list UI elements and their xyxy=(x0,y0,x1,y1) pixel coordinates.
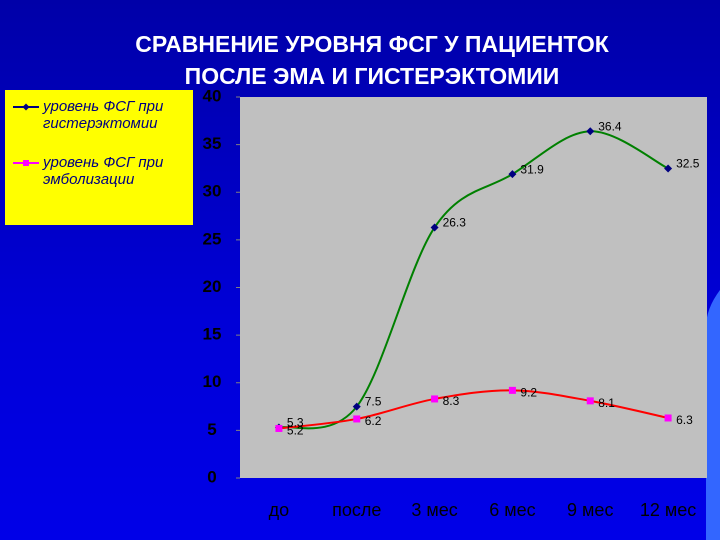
data-label: 32.5 xyxy=(676,157,700,171)
plot-area xyxy=(240,97,707,478)
legend-label: уровень ФСГ при эмболизации xyxy=(43,154,164,188)
y-tick-label: 5 xyxy=(207,420,216,439)
data-label: 9.2 xyxy=(520,386,537,400)
marker xyxy=(664,414,672,422)
y-tick-label: 0 xyxy=(207,467,216,486)
data-label: 8.1 xyxy=(598,396,615,410)
marker xyxy=(430,223,439,232)
marker xyxy=(586,397,594,405)
marker xyxy=(431,395,439,403)
legend-icon xyxy=(13,103,39,111)
series-line xyxy=(278,389,669,430)
marker xyxy=(508,386,516,394)
legend-marker xyxy=(23,160,29,166)
legend-icon xyxy=(13,160,39,166)
data-label: 5.2 xyxy=(287,424,304,438)
marker xyxy=(275,424,283,432)
y-tick-label: 20 xyxy=(203,277,222,296)
legend-item: уровень ФСГ при гистерэктомии xyxy=(13,98,189,132)
marker xyxy=(508,170,517,179)
x-tick-label: 12 мес xyxy=(640,500,696,520)
data-label: 5.3 xyxy=(287,416,304,430)
chart-title: СРАВНЕНИЕ УРОВНЯ ФСГ У ПАЦИЕНТОК xyxy=(135,31,610,57)
y-tick-label: 10 xyxy=(203,372,222,391)
marker xyxy=(664,164,673,173)
data-label: 6.3 xyxy=(676,413,693,427)
x-tick-label: 9 мес xyxy=(567,500,613,520)
y-tick-label: 40 xyxy=(203,86,222,105)
data-label: 26.3 xyxy=(443,216,467,230)
y-tick-label: 30 xyxy=(203,182,222,201)
y-tick-label: 15 xyxy=(203,325,222,344)
legend-label: уровень ФСГ при гистерэктомии xyxy=(43,98,164,132)
marker xyxy=(586,127,595,136)
data-label: 8.3 xyxy=(443,394,460,408)
data-label: 6.2 xyxy=(365,414,382,428)
x-tick-label: 3 мес xyxy=(411,500,457,520)
data-label: 7.5 xyxy=(365,395,382,409)
marker xyxy=(352,402,361,411)
y-tick-label: 35 xyxy=(203,134,222,153)
x-tick-label: до xyxy=(269,500,290,520)
legend: уровень ФСГ при гистерэктомии уровень ФСГ… xyxy=(5,90,193,225)
marker xyxy=(353,415,361,423)
chart-title: ПОСЛЕ ЭМА И ГИСТЕРЭКТОМИИ xyxy=(185,63,560,89)
data-label: 31.9 xyxy=(520,162,544,176)
legend-item: уровень ФСГ при эмболизации xyxy=(13,154,189,188)
decoration xyxy=(705,290,720,540)
data-label: 36.4 xyxy=(598,119,622,133)
x-tick-label: после xyxy=(332,500,381,520)
y-tick-label: 25 xyxy=(203,229,222,248)
x-tick-label: 6 мес xyxy=(489,500,535,520)
legend-marker xyxy=(22,103,30,111)
